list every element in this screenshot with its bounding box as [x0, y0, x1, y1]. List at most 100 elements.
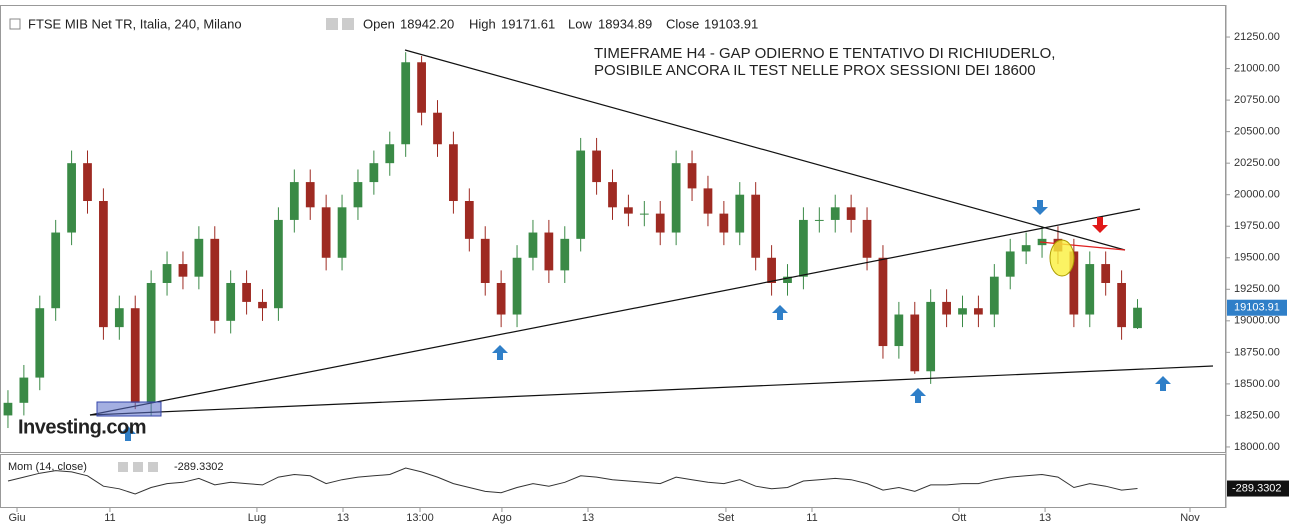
momentum-line: [7, 467, 1138, 495]
y-tick-label: 18500.00: [1234, 378, 1280, 390]
candle-body: [639, 213, 649, 215]
x-tick-label: 13: [1039, 512, 1051, 524]
candle-body: [1005, 251, 1015, 277]
high-label: High: [469, 16, 496, 31]
candle-body: [19, 377, 29, 403]
candle-body: [242, 282, 251, 302]
candle-body: [162, 264, 172, 283]
candle-body: [830, 207, 840, 220]
y-tick-label: 21000.00: [1234, 62, 1280, 74]
x-tick-label: Lug: [248, 512, 266, 524]
candle-body: [1133, 307, 1142, 329]
candle-body: [624, 207, 633, 214]
candle-body: [783, 276, 792, 283]
candle-body: [353, 182, 363, 208]
x-tick-label: Giu: [8, 512, 25, 524]
close-label: Close: [666, 16, 699, 31]
candle-body: [910, 314, 920, 372]
arrow-down: [1032, 200, 1048, 215]
x-tick-label: 11: [104, 512, 115, 524]
candle-body: [799, 219, 808, 277]
chart-title: FTSE MIB Net TR, Italia, 240, Milano: [28, 16, 242, 31]
x-tick-label: Nov: [1180, 512, 1200, 524]
candle-body: [3, 402, 13, 416]
settings-icon[interactable]: [148, 462, 158, 472]
candle-body: [289, 182, 299, 220]
y-tick-label: 20250.00: [1234, 157, 1280, 169]
candle-body: [496, 282, 506, 315]
candle-body: [51, 232, 61, 309]
trendline: [89, 208, 1141, 416]
candle-body: [703, 188, 713, 214]
watermark: Investing.com: [18, 416, 146, 438]
y-tick-label: 18000.00: [1234, 441, 1280, 453]
y-tick-label: 18750.00: [1234, 346, 1280, 358]
candle-body: [846, 207, 856, 220]
candle-body: [1101, 264, 1111, 283]
x-tick-label: 13: [582, 512, 594, 524]
candle-body: [210, 238, 220, 321]
candle-body: [433, 112, 442, 145]
x-tick-label: Set: [718, 512, 735, 524]
low-label: Low: [568, 16, 592, 31]
low-value: 18934.89: [598, 16, 652, 31]
candle-body: [814, 219, 824, 221]
candle-body: [592, 150, 601, 183]
settings-icon[interactable]: [326, 18, 338, 30]
candle-body: [751, 194, 761, 258]
candle-body: [449, 144, 458, 202]
candle-body: [1069, 251, 1079, 315]
candle-body: [528, 232, 538, 258]
candle-body: [35, 308, 45, 378]
candle-body: [719, 213, 729, 233]
candle-body: [146, 282, 156, 403]
candle-body: [1085, 264, 1095, 315]
x-tick-label: 13:00: [406, 512, 434, 524]
y-tick-label: 19000.00: [1234, 315, 1280, 327]
y-tick-label: 21250.00: [1234, 31, 1280, 43]
marks: [3, 52, 1142, 495]
candle-body: [417, 62, 426, 113]
candle-body: [226, 282, 236, 321]
momentum-label: Mom (14, close): [8, 461, 87, 473]
arrows: [120, 200, 1171, 441]
last-price-badge: [1227, 299, 1287, 316]
trendline: [404, 49, 1126, 251]
settings-icon[interactable]: [342, 18, 354, 30]
candle-body: [130, 308, 140, 403]
candle-body: [369, 163, 379, 183]
momentum-value: -289.3302: [174, 461, 224, 473]
y-tick-label: 19750.00: [1234, 220, 1280, 232]
candle-body: [767, 257, 776, 283]
arrow-up: [492, 345, 508, 360]
arrow-up: [1155, 376, 1171, 391]
candle-body: [194, 238, 204, 277]
open-label: Open: [363, 16, 395, 31]
candle-body: [1117, 282, 1126, 328]
arrow-up: [120, 426, 136, 441]
candle-body: [735, 194, 745, 233]
candle-body: [687, 163, 697, 189]
candle-body: [83, 163, 92, 202]
drawings: [89, 49, 1214, 441]
candle-body: [544, 232, 554, 271]
candle-body: [671, 163, 681, 233]
y-tick-label: 20500.00: [1234, 126, 1280, 138]
gap-ellipse: [1049, 239, 1075, 277]
collapse-icon[interactable]: [9, 18, 21, 30]
settings-icon[interactable]: [133, 462, 143, 472]
candle-body: [321, 207, 331, 258]
arrow-down-red: [1092, 217, 1108, 233]
settings-icon[interactable]: [118, 462, 128, 472]
arrow-up: [772, 305, 788, 320]
candle-body: [560, 238, 570, 271]
candle-body: [114, 308, 124, 328]
resistance-line: [1039, 241, 1126, 251]
candle-body: [894, 314, 904, 347]
candle-body: [258, 301, 267, 309]
candle-body: [608, 182, 617, 208]
x-tick-label: Ago: [492, 512, 512, 524]
candle-body: [926, 301, 936, 372]
